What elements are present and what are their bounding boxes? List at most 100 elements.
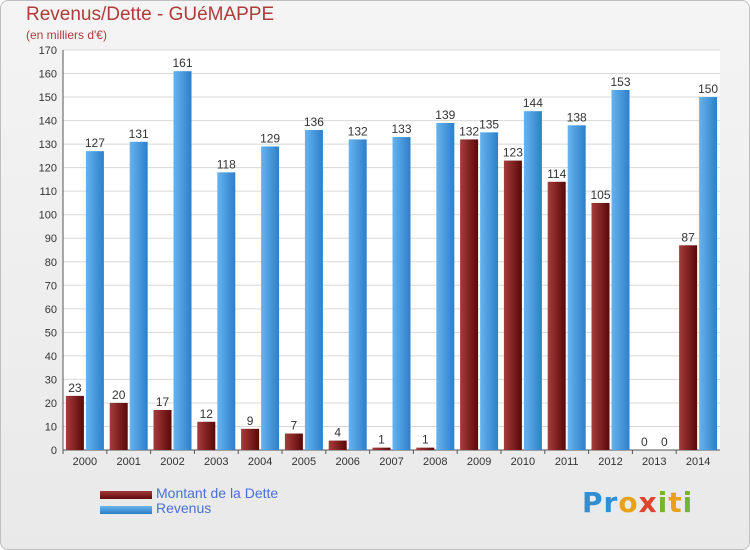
bar-debt [153,410,172,450]
data-label-debt: 23 [68,381,82,395]
legend-swatch-debt [100,491,152,499]
proxiti-logo: Proxiti [582,486,694,519]
bar-debt [65,395,84,450]
bar-revenue [699,97,718,450]
x-tick-label: 2003 [204,456,228,468]
x-tick-label: 2005 [292,456,316,468]
data-label-revenue: 133 [391,122,411,136]
y-tick-label: 70 [45,280,57,292]
bar-debt [416,447,435,450]
y-tick-label: 120 [39,163,57,175]
data-label-debt: 87 [681,230,695,244]
data-label-debt: 20 [112,388,126,402]
bar-debt [109,402,128,450]
bar-revenue [480,132,499,450]
y-tick-label: 10 [45,421,57,433]
data-label-revenue: 127 [85,136,105,150]
x-tick-label: 2007 [379,456,403,468]
bar-revenue [261,146,280,450]
legend-label-debt: Montant de la Dette [156,485,279,501]
data-label-revenue: 135 [479,117,499,131]
data-label-debt: 105 [590,188,610,202]
bar-revenue [436,122,455,451]
y-tick-label: 110 [39,186,57,198]
bar-debt [328,440,347,450]
y-tick-label: 40 [45,351,57,363]
data-label-debt: 17 [156,395,170,409]
y-tick-label: 50 [45,327,57,339]
bar-debt [679,245,698,450]
data-label-revenue: 118 [217,157,236,171]
data-label-revenue: 153 [610,75,630,89]
x-tick-label: 2006 [335,456,359,468]
data-label-revenue: 129 [260,131,280,145]
y-tick-label: 130 [39,139,57,151]
data-label-debt: 9 [247,414,254,428]
x-tick-label: 2004 [248,456,272,468]
bar-revenue [129,141,148,450]
x-tick-label: 2009 [467,456,491,468]
x-tick-label: 2012 [598,456,622,468]
data-label-revenue: 138 [567,110,587,124]
bar-debt [547,181,566,450]
x-tick-label: 2011 [555,456,579,468]
data-label-revenue: 131 [129,127,149,141]
x-tick-label: 2013 [642,456,666,468]
bar-debt [460,139,479,451]
bar-revenue [85,151,104,451]
chart-subtitle: (en milliers d'€) [26,28,107,42]
bar-debt [241,428,260,450]
y-tick-label: 0 [51,445,57,457]
data-label-debt: 1 [378,433,385,447]
bar-revenue [173,71,192,451]
data-label-revenue: 150 [698,82,718,96]
y-tick-label: 30 [45,374,57,386]
y-tick-label: 100 [39,210,57,222]
x-tick-label: 2001 [116,456,140,468]
y-tick-label: 140 [39,116,57,128]
y-tick-label: 150 [39,92,57,104]
data-label-revenue: 144 [523,96,543,110]
data-label-debt: 12 [200,407,214,421]
bar-debt [372,447,391,450]
bar-revenue [523,111,542,451]
bar-revenue [392,137,411,450]
bar-debt [197,421,216,450]
y-tick-label: 80 [45,257,57,269]
bar-revenue [304,130,323,450]
chart-title: Revenus/Dette - GUéMAPPE [26,4,275,25]
y-tick-label: 60 [45,304,57,316]
x-tick-label: 2000 [73,456,97,468]
data-label-revenue: 161 [172,56,192,70]
bar-revenue [611,90,630,450]
data-label-revenue: 0 [661,435,668,449]
data-label-debt: 114 [547,167,566,181]
bar-revenue [348,139,367,451]
data-label-debt: 132 [459,124,479,138]
y-tick-label: 160 [39,69,57,81]
bar-revenue [217,172,236,450]
x-tick-label: 2014 [686,456,710,468]
x-tick-label: 2002 [160,456,184,468]
y-tick-label: 170 [39,45,57,57]
data-label-revenue: 132 [348,124,368,138]
y-tick-label: 90 [45,233,57,245]
x-tick-label: 2008 [423,456,447,468]
bar-debt [284,433,303,450]
data-label-revenue: 139 [435,108,455,122]
data-label-debt: 4 [334,426,341,440]
y-tick-label: 20 [45,398,57,410]
legend-swatch-revenue [100,506,152,514]
bar-revenue [567,125,586,450]
bar-debt [503,160,522,450]
bar-debt [591,202,610,450]
data-label-debt: 1 [422,433,429,447]
data-label-revenue: 136 [304,115,324,129]
x-tick-label: 2010 [511,456,535,468]
data-label-debt: 123 [503,146,523,160]
plot-area [63,50,720,450]
legend-label-revenue: Revenus [156,500,212,516]
data-label-debt: 7 [291,419,298,433]
data-label-debt: 0 [641,435,648,449]
